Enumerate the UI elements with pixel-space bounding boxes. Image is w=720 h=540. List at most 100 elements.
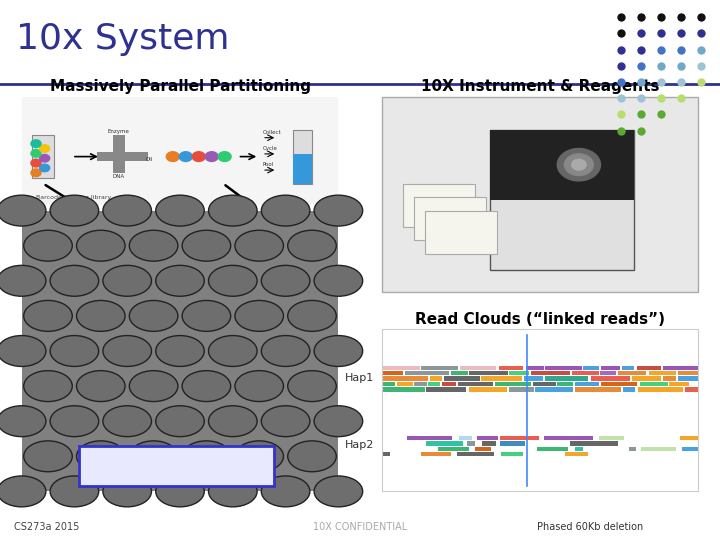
Bar <box>426 441 463 445</box>
Text: X 700,000+: X 700,000+ <box>104 456 249 476</box>
Bar <box>79 446 274 486</box>
Circle shape <box>40 145 50 152</box>
Bar <box>467 441 475 445</box>
Ellipse shape <box>156 265 204 296</box>
Bar <box>670 382 689 386</box>
Circle shape <box>31 159 41 167</box>
Bar <box>469 371 508 375</box>
Ellipse shape <box>130 441 178 472</box>
Text: Read Clouds (“linked reads”): Read Clouds (“linked reads”) <box>415 312 665 327</box>
Bar <box>469 387 507 392</box>
Ellipse shape <box>235 370 284 402</box>
Ellipse shape <box>103 335 151 367</box>
Bar <box>678 371 698 375</box>
Bar <box>575 387 621 392</box>
Bar <box>680 436 698 440</box>
Bar <box>382 452 390 456</box>
Bar <box>663 376 675 381</box>
Bar <box>600 382 637 386</box>
Bar <box>426 387 466 392</box>
Ellipse shape <box>314 265 363 296</box>
Bar <box>408 436 452 440</box>
Bar <box>382 382 395 386</box>
Bar <box>428 382 439 386</box>
Ellipse shape <box>288 370 336 402</box>
Bar <box>545 366 582 370</box>
Ellipse shape <box>314 406 363 437</box>
Bar <box>382 97 698 292</box>
Ellipse shape <box>182 441 230 472</box>
Bar <box>451 371 468 375</box>
Ellipse shape <box>156 406 204 437</box>
Bar <box>572 371 598 375</box>
Bar <box>600 371 616 375</box>
Bar <box>458 382 493 386</box>
Ellipse shape <box>288 230 336 261</box>
Circle shape <box>179 152 192 161</box>
Bar <box>557 382 572 386</box>
Ellipse shape <box>209 406 257 437</box>
Bar <box>403 184 475 227</box>
Bar <box>508 387 534 392</box>
Ellipse shape <box>103 476 151 507</box>
Bar <box>293 154 312 184</box>
Bar <box>649 371 676 375</box>
Text: Barcoded primer library: Barcoded primer library <box>36 195 112 200</box>
Bar <box>22 97 338 205</box>
Ellipse shape <box>76 441 125 472</box>
Ellipse shape <box>288 300 336 332</box>
Ellipse shape <box>103 195 151 226</box>
Text: Enzyme: Enzyme <box>108 129 130 134</box>
Ellipse shape <box>50 406 99 437</box>
Bar <box>590 376 630 381</box>
Bar <box>575 382 600 386</box>
Bar <box>490 130 634 200</box>
Ellipse shape <box>156 335 204 367</box>
Bar <box>599 436 624 440</box>
Circle shape <box>31 140 41 147</box>
Bar <box>623 387 636 392</box>
Bar <box>632 376 661 381</box>
Bar <box>444 376 480 381</box>
Circle shape <box>40 154 50 162</box>
Bar <box>482 376 522 381</box>
Bar <box>500 441 525 445</box>
Text: DNA: DNA <box>113 174 125 179</box>
Bar <box>382 371 403 375</box>
Bar <box>639 382 668 386</box>
Ellipse shape <box>235 300 284 332</box>
Ellipse shape <box>103 406 151 437</box>
Bar <box>544 436 593 440</box>
Bar <box>533 382 556 386</box>
Ellipse shape <box>314 195 363 226</box>
Text: Collect: Collect <box>263 130 282 135</box>
Text: Pool: Pool <box>263 163 274 167</box>
Bar <box>441 382 456 386</box>
Bar <box>477 436 498 440</box>
Bar <box>431 376 443 381</box>
Bar <box>526 366 544 370</box>
Bar <box>565 452 588 456</box>
Text: CS273a 2015: CS273a 2015 <box>14 522 80 531</box>
Ellipse shape <box>24 230 72 261</box>
Text: 10X Instrument & Reagents: 10X Instrument & Reagents <box>420 79 660 94</box>
Ellipse shape <box>76 300 125 332</box>
Ellipse shape <box>314 476 363 507</box>
Text: 10X CONFIDENTIAL: 10X CONFIDENTIAL <box>313 522 407 531</box>
Bar <box>583 366 599 370</box>
Bar <box>382 329 698 491</box>
Bar <box>509 371 528 375</box>
Bar <box>405 371 449 375</box>
Ellipse shape <box>156 476 204 507</box>
Circle shape <box>205 152 218 161</box>
Circle shape <box>564 154 593 176</box>
Bar <box>475 447 491 451</box>
Bar <box>629 447 636 451</box>
Ellipse shape <box>24 300 72 332</box>
Bar <box>420 452 451 456</box>
Bar <box>32 135 54 178</box>
Bar <box>570 441 618 445</box>
Bar <box>642 447 676 451</box>
Circle shape <box>31 150 41 157</box>
Bar <box>537 447 567 451</box>
